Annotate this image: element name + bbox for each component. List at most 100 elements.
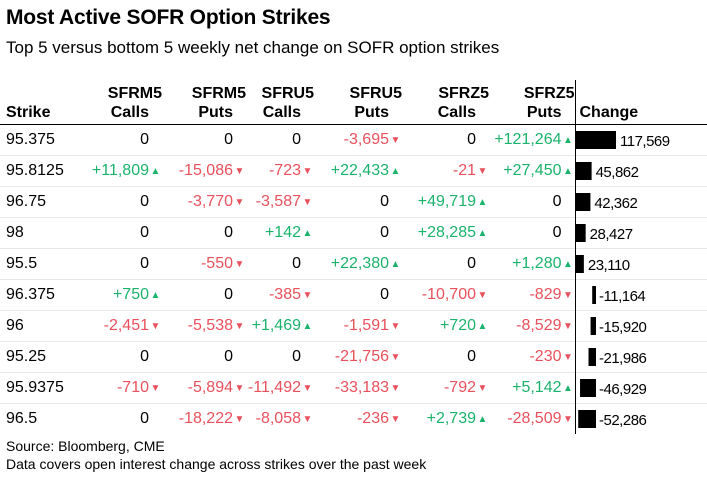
cell-value: -723 — [268, 162, 301, 179]
strike-cell: 96.375 — [6, 286, 55, 303]
up-triangle-icon: ▲ — [563, 259, 573, 270]
header-row: Strike SFRM5 Calls SFRM5 Puts SFRU5 Calls S… — [0, 80, 707, 125]
change-bar — [577, 410, 596, 428]
change-bar-chart: -52,286 — [577, 410, 647, 429]
change-bar-chart: 42,362 — [575, 193, 637, 212]
cell-sfru5-puts: +22,433 ▲ — [314, 156, 402, 187]
down-triangle-icon: ▼ — [150, 383, 161, 394]
up-triangle-icon: ▲ — [150, 290, 161, 301]
header-sfru5-calls: SFRU5 Calls — [261, 85, 314, 121]
cell-value: -8,529 — [516, 317, 562, 334]
change-label: 117,569 — [620, 133, 670, 150]
cell-value: -550 — [200, 255, 233, 272]
cell-value: -710 — [116, 379, 149, 396]
cell-value: 0 — [380, 286, 389, 303]
cell-sfrz5-calls: +49,719 ▲ — [402, 187, 489, 218]
change-bar-chart: 23,110 — [575, 255, 630, 274]
table-row: 95.8125 +11,809 ▲ -15,086 ▼ -723 ▼ +22,433 ▲ -21 ▼… — [0, 155, 707, 187]
cell-sfru5-calls: -3,587 ▼ — [246, 187, 314, 218]
down-triangle-icon: ▼ — [477, 290, 488, 301]
cell-sfrm5-puts: 0 — [162, 342, 246, 373]
cell-sfrz5-calls: -792 ▼ — [402, 373, 489, 404]
cell-sfru5-puts: -1,591 ▼ — [314, 311, 402, 342]
cell-value: 0 — [292, 255, 301, 272]
source-note: Source: Bloomberg, CME — [6, 438, 165, 454]
header-sfru5-puts: SFRU5 Puts — [349, 85, 402, 121]
cell-value: -5,538 — [187, 317, 233, 334]
up-triangle-icon: ▲ — [477, 197, 488, 208]
cell-sfrz5-puts: +121,264 ▲ — [489, 125, 575, 156]
header-sfrm5-puts: SFRM5 Puts — [191, 85, 246, 121]
cell-value: 0 — [292, 131, 301, 148]
cell-sfrm5-puts: -550 ▼ — [162, 249, 246, 280]
cell-value: -829 — [529, 286, 562, 303]
change-bar — [575, 131, 616, 149]
change-cell: -46,929 — [574, 372, 707, 404]
table-row: 98 0 0 +142 ▲ 0 +28,285 ▲ 0 28,427 — [0, 217, 707, 249]
change-bar — [575, 224, 586, 242]
cell-value: 0 — [140, 131, 149, 148]
cell-value: 0 — [140, 255, 149, 272]
change-cell: 23,110 — [574, 248, 707, 280]
cell-value: +22,380 — [330, 255, 389, 272]
down-triangle-icon: ▼ — [150, 321, 161, 332]
cell-sfrz5-puts: 0 — [489, 218, 575, 249]
table-row: 96 -2,451 ▼ -5,538 ▼ +1,469 ▲ -1,591 ▼ +720 ▲ -8,52… — [0, 310, 707, 342]
header-sfrz5-puts: SFRZ5 Puts — [523, 85, 575, 121]
change-cell: 117,569 — [574, 124, 707, 156]
change-label: 42,362 — [594, 195, 637, 212]
table-row: 96.75 0 -3,770 ▼ -3,587 ▼ 0 +49,719 ▲ 0 42,362 — [0, 186, 707, 218]
cell-value: +121,264 — [494, 131, 562, 148]
table-row: 95.25 0 0 0 -21,756 ▼ 0 -230 ▼ -21,986 — [0, 341, 707, 373]
cell-sfrm5-calls: 0 — [77, 249, 162, 280]
cell-value: -236 — [356, 410, 389, 427]
strike-cell: 98 — [6, 224, 24, 241]
cell-sfrz5-puts: -28,509 ▼ — [489, 404, 575, 435]
cell-sfru5-calls: 0 — [246, 342, 314, 373]
up-triangle-icon: ▲ — [477, 414, 488, 425]
cell-sfrz5-puts: -230 ▼ — [489, 342, 575, 373]
down-triangle-icon: ▼ — [390, 135, 401, 146]
cell-value: 0 — [140, 193, 149, 210]
cell-sfru5-calls: -11,492 ▼ — [246, 373, 314, 404]
change-cell: 42,362 — [574, 186, 707, 218]
up-triangle-icon: ▲ — [477, 321, 488, 332]
down-triangle-icon: ▼ — [234, 197, 245, 208]
change-cell: 28,427 — [574, 217, 707, 249]
table-row: 96.5 0 -18,222 ▼ -8,058 ▼ -236 ▼ +2,739 ▲ -28,509 ▼… — [0, 403, 707, 435]
cell-value: 0 — [140, 348, 149, 365]
strike-cell: 95.375 — [6, 131, 55, 148]
cell-sfrz5-calls: +2,739 ▲ — [402, 404, 489, 435]
change-bar-chart: -11,164 — [591, 286, 645, 305]
cell-sfrm5-calls: +11,809 ▲ — [77, 156, 162, 187]
cell-sfrm5-puts: -15,086 ▼ — [162, 156, 246, 187]
down-triangle-icon: ▼ — [563, 321, 573, 332]
down-triangle-icon: ▼ — [563, 290, 573, 301]
cell-sfru5-puts: -3,695 ▼ — [314, 125, 402, 156]
cell-sfrz5-puts: -829 ▼ — [489, 280, 575, 311]
cell-sfrm5-calls: 0 — [77, 187, 162, 218]
down-triangle-icon: ▼ — [390, 321, 401, 332]
down-triangle-icon: ▼ — [563, 414, 573, 425]
cell-sfru5-puts: -33,183 ▼ — [314, 373, 402, 404]
table-row: 95.9375 -710 ▼ -5,894 ▼ -11,492 ▼ -33,183 ▼ -792 ▼… — [0, 372, 707, 404]
cell-value: -33,183 — [334, 379, 389, 396]
change-bar-chart: 117,569 — [575, 131, 670, 150]
cell-sfrz5-puts: 0 — [489, 187, 575, 218]
down-triangle-icon: ▼ — [234, 383, 245, 394]
cell-sfrz5-puts: +27,450 ▲ — [489, 156, 575, 187]
change-label: -46,929 — [599, 381, 647, 398]
cell-value: +11,809 — [91, 162, 149, 179]
strike-cell: 95.25 — [6, 348, 47, 365]
cell-value: -230 — [529, 348, 562, 365]
cell-sfru5-calls: 0 — [246, 125, 314, 156]
down-triangle-icon: ▼ — [477, 383, 488, 394]
cell-sfrz5-puts: +5,142 ▲ — [489, 373, 575, 404]
cell-value: 0 — [380, 193, 389, 210]
change-bar-chart: -46,929 — [579, 379, 647, 398]
cell-value: 0 — [140, 410, 149, 427]
cell-value: -385 — [268, 286, 301, 303]
cell-value: +720 — [439, 317, 476, 334]
down-triangle-icon: ▼ — [234, 321, 245, 332]
cell-value: 0 — [467, 348, 476, 365]
